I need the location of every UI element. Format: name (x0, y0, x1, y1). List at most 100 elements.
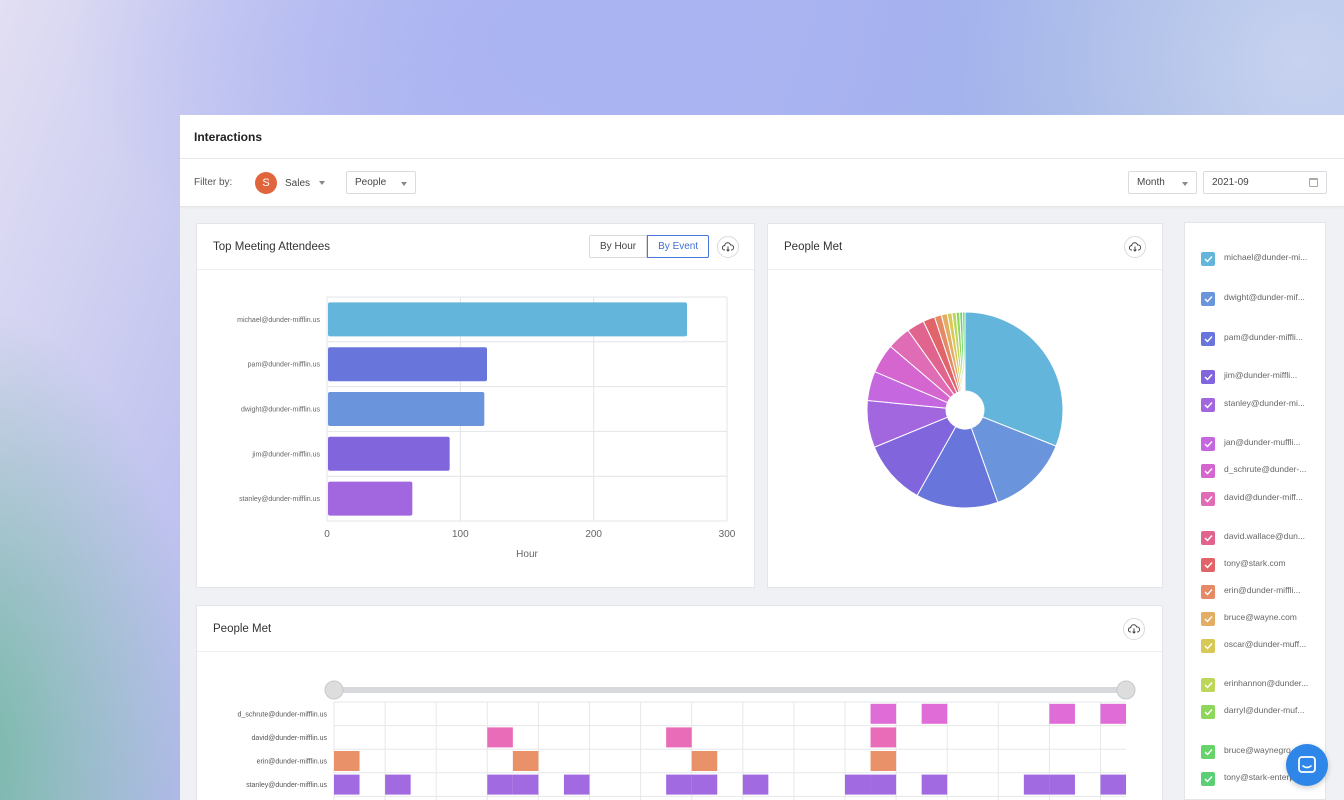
y-tick-label: pam@dunder-mifflin.us (248, 362, 321, 369)
range-slider-track[interactable] (334, 687, 1126, 693)
checkbox-checked-icon[interactable] (1201, 772, 1215, 786)
download-attendees-button[interactable] (717, 236, 739, 258)
by-hour-button[interactable]: By Hour (589, 235, 648, 258)
legend-item[interactable]: d_schrute@dunder-... (1201, 463, 1319, 478)
team-select[interactable]: S Sales (255, 171, 326, 195)
download-timeline-button[interactable] (1123, 618, 1145, 640)
legend-item[interactable]: pam@dunder-miffli... (1201, 331, 1319, 346)
x-tick-label: 0 (324, 529, 330, 540)
cloud-download-icon (722, 242, 734, 252)
heatmap-cell[interactable] (921, 703, 948, 724)
checkbox-checked-icon[interactable] (1201, 398, 1215, 412)
y-tick-label: michael@dunder-mifflin.us (237, 317, 320, 324)
checkbox-checked-icon[interactable] (1201, 531, 1215, 545)
legend-item[interactable]: tony@stark.com (1201, 557, 1319, 572)
chat-launcher-button[interactable] (1286, 744, 1328, 786)
attendees-toggle: By Hour By Event (589, 235, 710, 258)
bar[interactable] (328, 302, 687, 337)
bar[interactable] (328, 436, 450, 471)
checkbox-checked-icon[interactable] (1201, 639, 1215, 653)
checkbox-checked-icon[interactable] (1201, 492, 1215, 506)
range-slider-end-handle[interactable] (1116, 680, 1136, 700)
by-event-button[interactable]: By Event (647, 235, 710, 258)
legend-item[interactable]: bruce@wayne.com (1201, 611, 1319, 626)
legend-item[interactable]: bruce@waynegro... (1201, 744, 1319, 759)
checkbox-checked-icon[interactable] (1201, 464, 1215, 478)
heatmap-cell[interactable] (666, 727, 692, 748)
checkbox-checked-icon[interactable] (1201, 585, 1215, 599)
legend-item[interactable]: david@dunder-miff... (1201, 491, 1319, 506)
month-picker[interactable]: 2021-09 (1203, 171, 1327, 194)
heatmap-cell[interactable] (691, 774, 718, 795)
filter-label: Filter by: (194, 177, 233, 188)
heatmap-cell[interactable] (512, 751, 539, 771)
legend-item[interactable]: david.wallace@dun... (1201, 530, 1319, 545)
checkbox-checked-icon[interactable] (1201, 612, 1215, 626)
checkbox-checked-icon[interactable] (1201, 332, 1215, 346)
card-divider (197, 269, 754, 270)
heatmap-cell[interactable] (487, 774, 513, 795)
heatmap-cell[interactable] (870, 727, 897, 748)
chevron-down-icon (401, 182, 407, 186)
legend-item[interactable]: tony@stark-enterp... (1201, 771, 1319, 786)
checkbox-checked-icon[interactable] (1201, 558, 1215, 572)
legend-label: tony@stark.com (1224, 558, 1286, 568)
legend-item[interactable]: michael@dunder-mi... (1201, 251, 1319, 266)
pie-slice[interactable] (964, 311, 1064, 447)
checkbox-checked-icon[interactable] (1201, 437, 1215, 451)
heatmap-cell[interactable] (1100, 774, 1127, 795)
heatmap-cell[interactable] (487, 727, 513, 748)
period-select[interactable]: Month (1128, 171, 1197, 194)
people-met-timeline-title: People Met (213, 623, 272, 635)
heatmap-cell[interactable] (385, 774, 411, 795)
pie-slice[interactable] (916, 425, 999, 509)
page-title: Interactions (194, 129, 263, 144)
legend-item[interactable]: stanley@dunder-mi... (1201, 397, 1319, 412)
pie-slice[interactable] (970, 416, 1057, 503)
legend-item[interactable]: oscar@dunder-muff... (1201, 638, 1319, 653)
heatmap-cell[interactable] (742, 774, 769, 795)
top-attendees-title: Top Meeting Attendees (213, 241, 330, 253)
legend-item[interactable]: jim@dunder-miffli... (1201, 369, 1319, 384)
y-tick-label: jim@dunder-mifflin.us (251, 451, 320, 458)
checkbox-checked-icon[interactable] (1201, 370, 1215, 384)
people-met-timeline-chart: d_schrute@dunder-mifflin.us david@dunder-… (238, 680, 1136, 800)
heatmap-cell[interactable] (563, 774, 590, 795)
people-select[interactable]: People (346, 171, 416, 194)
heatmap-cell[interactable] (1049, 774, 1075, 795)
legend-label: erinhannon@dunder... (1224, 678, 1309, 688)
heatmap-cell[interactable] (691, 751, 718, 771)
heatmap-cell[interactable] (870, 751, 897, 771)
checkbox-checked-icon[interactable] (1201, 252, 1215, 266)
range-slider-start-handle[interactable] (324, 680, 344, 700)
bar[interactable] (328, 481, 413, 516)
legend-item[interactable]: erinhannon@dunder... (1201, 677, 1319, 692)
heatmap-cell[interactable] (1049, 703, 1075, 724)
heatmap-cell[interactable] (921, 774, 948, 795)
checkbox-checked-icon[interactable] (1201, 745, 1215, 759)
legend-item[interactable]: jan@dunder-muffli... (1201, 436, 1319, 451)
legend-item[interactable]: dwight@dunder-mif... (1201, 291, 1319, 306)
heatmap-cell[interactable] (666, 774, 692, 795)
legend-item[interactable]: erin@dunder-miffli... (1201, 584, 1319, 599)
bar[interactable] (328, 392, 485, 426)
legend-label: dwight@dunder-mif... (1224, 292, 1305, 302)
heatmap-cell[interactable] (334, 774, 360, 795)
heatmap-cell[interactable] (512, 774, 539, 795)
pie-slice[interactable] (962, 311, 966, 392)
bar[interactable] (328, 347, 487, 382)
heatmap-cell[interactable] (334, 751, 360, 771)
legend-label: tony@stark-enterp... (1224, 772, 1302, 782)
checkbox-checked-icon[interactable] (1201, 705, 1215, 719)
people-met-pie-chart (866, 311, 1064, 509)
download-pie-button[interactable] (1124, 236, 1146, 258)
checkbox-checked-icon[interactable] (1201, 292, 1215, 306)
heatmap-cell[interactable] (870, 774, 897, 795)
legend-item[interactable]: darryl@dunder-muf... (1201, 704, 1319, 719)
heatmap-cell[interactable] (845, 774, 871, 795)
checkbox-checked-icon[interactable] (1201, 678, 1215, 692)
y-tick-label: david@dunder-mifflin.us (252, 735, 328, 742)
heatmap-cell[interactable] (1023, 774, 1050, 795)
heatmap-cell[interactable] (1100, 703, 1127, 724)
heatmap-cell[interactable] (870, 703, 897, 724)
